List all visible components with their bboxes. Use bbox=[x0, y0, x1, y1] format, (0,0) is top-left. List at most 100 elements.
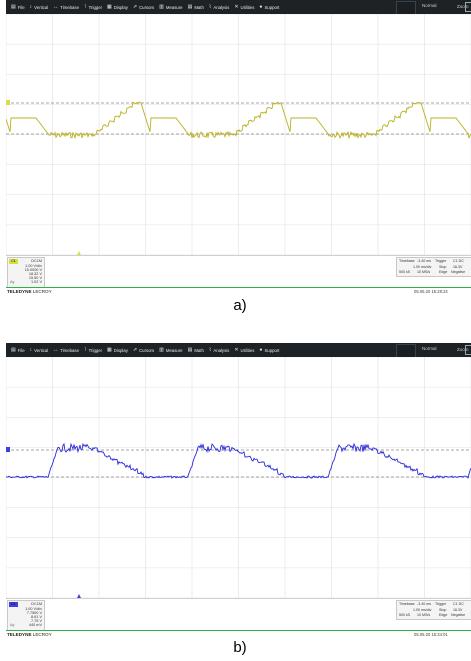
menu-trigger[interactable]: ⊺ Trigger bbox=[84, 4, 102, 10]
menu-vertical[interactable]: ↕ Vertical bbox=[30, 347, 49, 353]
timebase-samples: 500 kS bbox=[399, 613, 411, 617]
trigger-slope: Negative bbox=[451, 270, 466, 274]
channel-delta: 1.02 V bbox=[31, 280, 42, 284]
menu-timebase[interactable]: ↔ Timebase bbox=[53, 4, 79, 10]
vertical-icon: ↕ bbox=[29, 4, 33, 10]
channel-offset: 7.7500 V bbox=[26, 611, 42, 615]
waveform-grid[interactable] bbox=[6, 14, 471, 255]
channel-coupling: DC1M bbox=[31, 259, 42, 263]
menu-label: Measure bbox=[165, 4, 183, 10]
menu-file[interactable]: ▤ File bbox=[11, 4, 25, 10]
trigger-slope: Negative bbox=[451, 613, 466, 617]
scope-screen-a: ▤ File ↕ Vertical ↔ Timebase ⊺ Trigger ▦ Disp… bbox=[6, 0, 471, 294]
channel-descriptor-box[interactable]: C1 DC1M 1.00 V/div 7.7500 V 8.61 V 7.75 … bbox=[7, 600, 45, 631]
menu-label: Timebase bbox=[60, 347, 79, 353]
support-icon: ● bbox=[259, 347, 263, 353]
menu-trigger[interactable]: ⊺ Trigger bbox=[84, 347, 102, 353]
timebase-icon: ↔ bbox=[53, 4, 59, 10]
math-icon: ▤ bbox=[187, 347, 193, 353]
menu-math[interactable]: ▤ Math bbox=[188, 4, 204, 10]
menu-display[interactable]: ▦ Display bbox=[107, 4, 128, 10]
trigger-channel: C1 DC bbox=[453, 259, 464, 263]
delta-label: Δy bbox=[10, 280, 15, 284]
menu-label: Support bbox=[264, 347, 280, 353]
timestamp: 05.05.20 15:34:01 bbox=[414, 632, 448, 637]
menu-analysis[interactable]: ⌇ Analysis bbox=[209, 4, 229, 10]
trigger-mode-label[interactable]: Normal bbox=[422, 3, 437, 8]
menu-label: Cursors bbox=[139, 4, 155, 10]
menu-cursors[interactable]: ⇗ Cursors bbox=[133, 4, 154, 10]
channel-max: 8.61 V bbox=[31, 615, 42, 619]
timestamp: 05.05.20 15:28:24 bbox=[414, 289, 448, 294]
trigger-icon: ⊺ bbox=[83, 4, 87, 10]
menu-support[interactable]: ● Support bbox=[259, 4, 279, 10]
menu-label: Math bbox=[194, 347, 204, 353]
menu-support[interactable]: ● Support bbox=[259, 347, 279, 353]
menu-math[interactable]: ▤ Math bbox=[188, 347, 204, 353]
timebase-icon: ↔ bbox=[53, 347, 59, 353]
waveform-grid[interactable] bbox=[6, 357, 471, 598]
timebase-samples: 500 kS bbox=[399, 270, 411, 274]
brand-logo: TELEDYNE LECROY bbox=[7, 632, 52, 637]
measure-icon: ▥ bbox=[159, 4, 164, 10]
timebase-delay: -3.40 ms bbox=[417, 259, 431, 263]
menu-cursors[interactable]: ⇗ Cursors bbox=[133, 347, 154, 353]
menu-measure[interactable]: ▥ Measure bbox=[159, 4, 182, 10]
timebase-trigger-box[interactable]: Timebase -3.40 ms Trigger C1 DC 1.00 ms/… bbox=[396, 600, 471, 620]
info-bar: C1 DC1M 1.00 V/div 15.0000 V 18.32 V 15.… bbox=[6, 255, 471, 288]
menu-timebase[interactable]: ↔ Timebase bbox=[53, 347, 79, 353]
menu-label: Support bbox=[264, 4, 280, 10]
utilities-icon: ✕ bbox=[234, 4, 239, 10]
brand-logo: TELEDYNE LECROY bbox=[7, 289, 52, 294]
trigger-type: Edge bbox=[439, 613, 448, 617]
analysis-icon: ⌇ bbox=[208, 4, 212, 10]
trigger-type: Edge bbox=[439, 270, 448, 274]
menu-utilities[interactable]: ✕ Utilities bbox=[234, 347, 254, 353]
zoom-label[interactable]: Zoom bbox=[457, 4, 469, 9]
channel-max: 18.32 V bbox=[28, 272, 42, 276]
menu-label: Measure bbox=[165, 347, 183, 353]
trigger-mode-label[interactable]: Normal bbox=[422, 346, 437, 351]
menu-analysis[interactable]: ⌇ Analysis bbox=[209, 347, 229, 353]
menu-vertical[interactable]: ↕ Vertical bbox=[30, 4, 49, 10]
menu-label: Trigger bbox=[88, 347, 103, 353]
timebase-label: Timebase bbox=[399, 602, 415, 606]
menu-label: Vertical bbox=[34, 347, 49, 353]
channel-scale: 1.00 V/div bbox=[25, 264, 42, 268]
channel-tag: C1 bbox=[9, 602, 18, 607]
zoom-label[interactable]: Zoom bbox=[457, 347, 469, 352]
menu-file[interactable]: ▤ File bbox=[11, 347, 25, 353]
status-divider bbox=[6, 287, 471, 288]
menu-label: Utilities bbox=[240, 4, 255, 10]
zoom-button[interactable] bbox=[465, 345, 471, 355]
trigger-icon: ⊺ bbox=[83, 347, 87, 353]
timebase-rate: 10 MS/s bbox=[417, 270, 431, 274]
display-icon: ▦ bbox=[107, 347, 112, 353]
acquire-stop: Stop bbox=[439, 265, 447, 269]
acquisition-status-indicator[interactable] bbox=[396, 1, 416, 14]
acquisition-status-indicator[interactable] bbox=[396, 344, 416, 357]
cursors-icon: ⇗ bbox=[132, 4, 138, 10]
channel-delta: 440 mV bbox=[28, 623, 42, 627]
timebase-rate: 10 MS/s bbox=[417, 613, 431, 617]
menu-display[interactable]: ▦ Display bbox=[107, 347, 128, 353]
menu-measure[interactable]: ▥ Measure bbox=[159, 347, 182, 353]
timebase-per-div: 1.00 ms/div bbox=[413, 608, 432, 612]
menu-label: Utilities bbox=[240, 347, 255, 353]
channel-descriptor-box[interactable]: C1 DC1M 1.00 V/div 15.0000 V 18.32 V 15.… bbox=[7, 257, 45, 288]
menu-utilities[interactable]: ✕ Utilities bbox=[234, 4, 254, 10]
timebase-label: Timebase bbox=[399, 259, 415, 263]
timebase-trigger-box[interactable]: Timebase -3.40 ms Trigger C1 DC 1.00 ms/… bbox=[396, 257, 471, 277]
zoom-button[interactable] bbox=[465, 2, 471, 12]
math-icon: ▤ bbox=[187, 4, 193, 10]
menu-label: Trigger bbox=[88, 4, 103, 10]
channel-coupling: DC1M bbox=[31, 602, 42, 606]
channel-level-marker bbox=[6, 100, 10, 105]
channel-level-marker bbox=[6, 447, 10, 452]
support-icon: ● bbox=[259, 4, 263, 10]
menu-label: Analysis bbox=[213, 347, 230, 353]
menu-label: Timebase bbox=[60, 4, 79, 10]
trigger-level: 16.3V bbox=[453, 265, 463, 269]
measure-icon: ▥ bbox=[159, 347, 164, 353]
trigger-label: Trigger bbox=[435, 602, 447, 606]
